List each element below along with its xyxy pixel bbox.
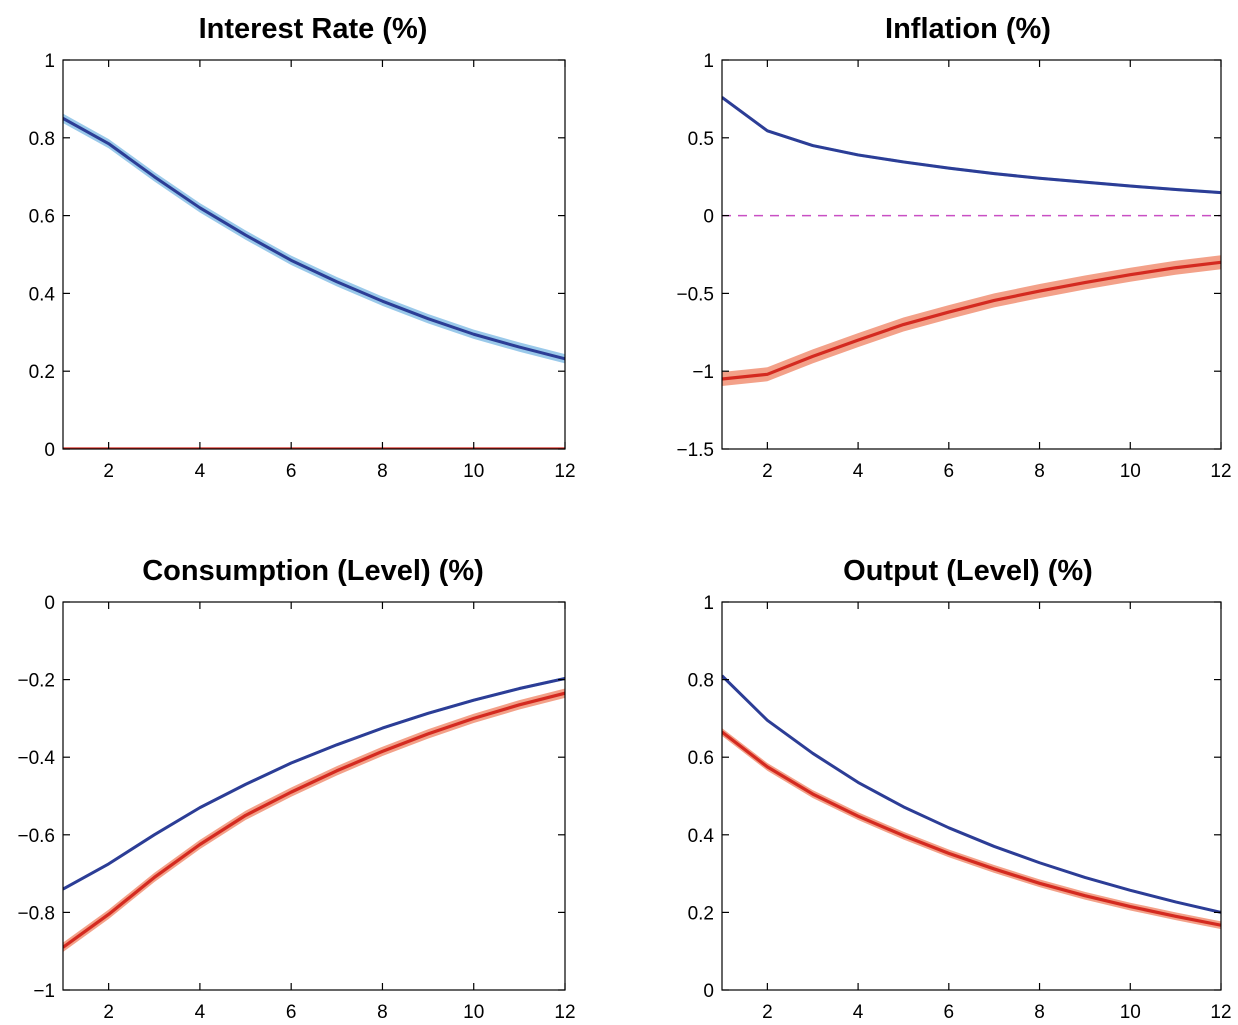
x-tick-label: 8: [1034, 461, 1045, 482]
series-blue-confidence-band: [722, 95, 1221, 195]
y-tick-label: 0.8: [29, 129, 55, 150]
y-tick-label: −0.2: [17, 671, 55, 692]
x-tick-label: 6: [286, 461, 297, 482]
series-red-line: [722, 730, 1221, 927]
plot-area: [722, 674, 1221, 930]
y-tick-label: 1: [44, 51, 55, 72]
y-tick-label: −0.4: [17, 748, 55, 769]
x-tick-label: 4: [195, 461, 206, 482]
y-tick-label: 0: [703, 981, 714, 1002]
panel-title: Consumption (Level) (%): [142, 555, 484, 587]
x-tick-label: 4: [853, 1002, 864, 1023]
y-tick-label: 0.5: [688, 129, 714, 150]
y-tick-label: −0.8: [17, 903, 55, 924]
plot-area: [722, 95, 1221, 386]
x-tick-label: 6: [286, 1002, 297, 1023]
series-blue-line: [63, 676, 565, 891]
axis-ticks: 2 4 6 8 10 12 −1 −0.8 −0.6 −0.4 −0.2 0: [17, 593, 575, 1023]
y-tick-label: 0.8: [688, 671, 714, 692]
y-tick-label: −0.5: [676, 284, 714, 305]
panel-consumption: Consumption (Level) (%) 2 4 6 8 10 12 −1 −0.8 −0…: [17, 555, 575, 1023]
x-tick-label: 10: [1120, 461, 1141, 482]
series-blue-confidence-band: [722, 674, 1221, 914]
y-tick-label: 0.4: [29, 284, 56, 305]
y-tick-label: 0.4: [688, 826, 715, 847]
x-tick-label: 12: [554, 461, 575, 482]
panel-title: Interest Rate (%): [199, 13, 428, 45]
x-tick-label: 2: [762, 461, 773, 482]
x-tick-label: 2: [762, 1002, 773, 1023]
series-blue-line: [63, 117, 565, 361]
axis-box: [721, 59, 1222, 450]
y-tick-label: 0.6: [29, 207, 55, 228]
axis-ticks: 2 4 6 8 10 12 −1.5 −1 −0.5 0 0.5 1: [676, 51, 1231, 482]
panel-output: Output (Level) (%) 2 4 6 8 10 12 0 0.2 0.4 0.6 0.8…: [688, 555, 1232, 1023]
series-blue-line: [722, 674, 1221, 914]
x-tick-label: 12: [1210, 1002, 1231, 1023]
series-blue-confidence-band: [63, 113, 565, 364]
plot-area: [63, 113, 565, 449]
series-red-line: [63, 691, 565, 949]
panel-interest-rate: Interest Rate (%) 2 4 6 8 10 12 0 0.2 0.4 0.6 0.8 1: [29, 13, 576, 482]
y-tick-label: 0.6: [688, 748, 714, 769]
y-tick-label: −0.6: [17, 826, 55, 847]
panel-title: Inflation (%): [885, 13, 1051, 45]
y-tick-label: 0: [44, 440, 55, 461]
x-tick-label: 8: [377, 1002, 388, 1023]
series-red-confidence-band: [722, 255, 1221, 386]
x-tick-label: 2: [103, 461, 114, 482]
y-tick-label: 0: [44, 593, 55, 614]
series-blue-line: [722, 96, 1221, 195]
axis-ticks: 2 4 6 8 10 12 0 0.2 0.4 0.6 0.8 1: [29, 51, 576, 482]
x-tick-label: 8: [377, 461, 388, 482]
x-tick-label: 10: [463, 461, 484, 482]
x-tick-label: 10: [1120, 1002, 1141, 1023]
x-tick-label: 12: [554, 1002, 575, 1023]
axis-box: [62, 601, 566, 991]
y-tick-label: 1: [703, 593, 714, 614]
plot-area: [63, 676, 565, 952]
y-tick-label: 0: [703, 207, 714, 228]
x-tick-label: 12: [1210, 461, 1231, 482]
axis-box: [721, 601, 1222, 991]
panel-inflation: Inflation (%) 2 4 6 8 10 12 −1.5 −1 −0.5 0 0.5 1: [676, 13, 1231, 482]
series-red-confidence-band: [722, 728, 1221, 930]
y-tick-label: 0.2: [688, 903, 714, 924]
axis-ticks: 2 4 6 8 10 12 0 0.2 0.4 0.6 0.8 1: [688, 593, 1232, 1023]
x-tick-label: 8: [1034, 1002, 1045, 1023]
x-tick-label: 6: [944, 1002, 955, 1023]
y-tick-label: −1: [33, 981, 55, 1002]
series-red-line: [722, 260, 1221, 381]
panel-title: Output (Level) (%): [843, 555, 1093, 587]
axis-box: [62, 59, 566, 450]
x-tick-label: 10: [463, 1002, 484, 1023]
y-tick-label: 1: [703, 51, 714, 72]
y-tick-label: −1.5: [676, 440, 714, 461]
y-tick-label: 0.2: [29, 362, 55, 383]
x-tick-label: 2: [103, 1002, 114, 1023]
x-tick-label: 4: [195, 1002, 206, 1023]
series-red-confidence-band: [63, 688, 565, 952]
y-tick-label: −1: [692, 362, 714, 383]
x-tick-label: 4: [853, 461, 864, 482]
x-tick-label: 6: [944, 461, 955, 482]
